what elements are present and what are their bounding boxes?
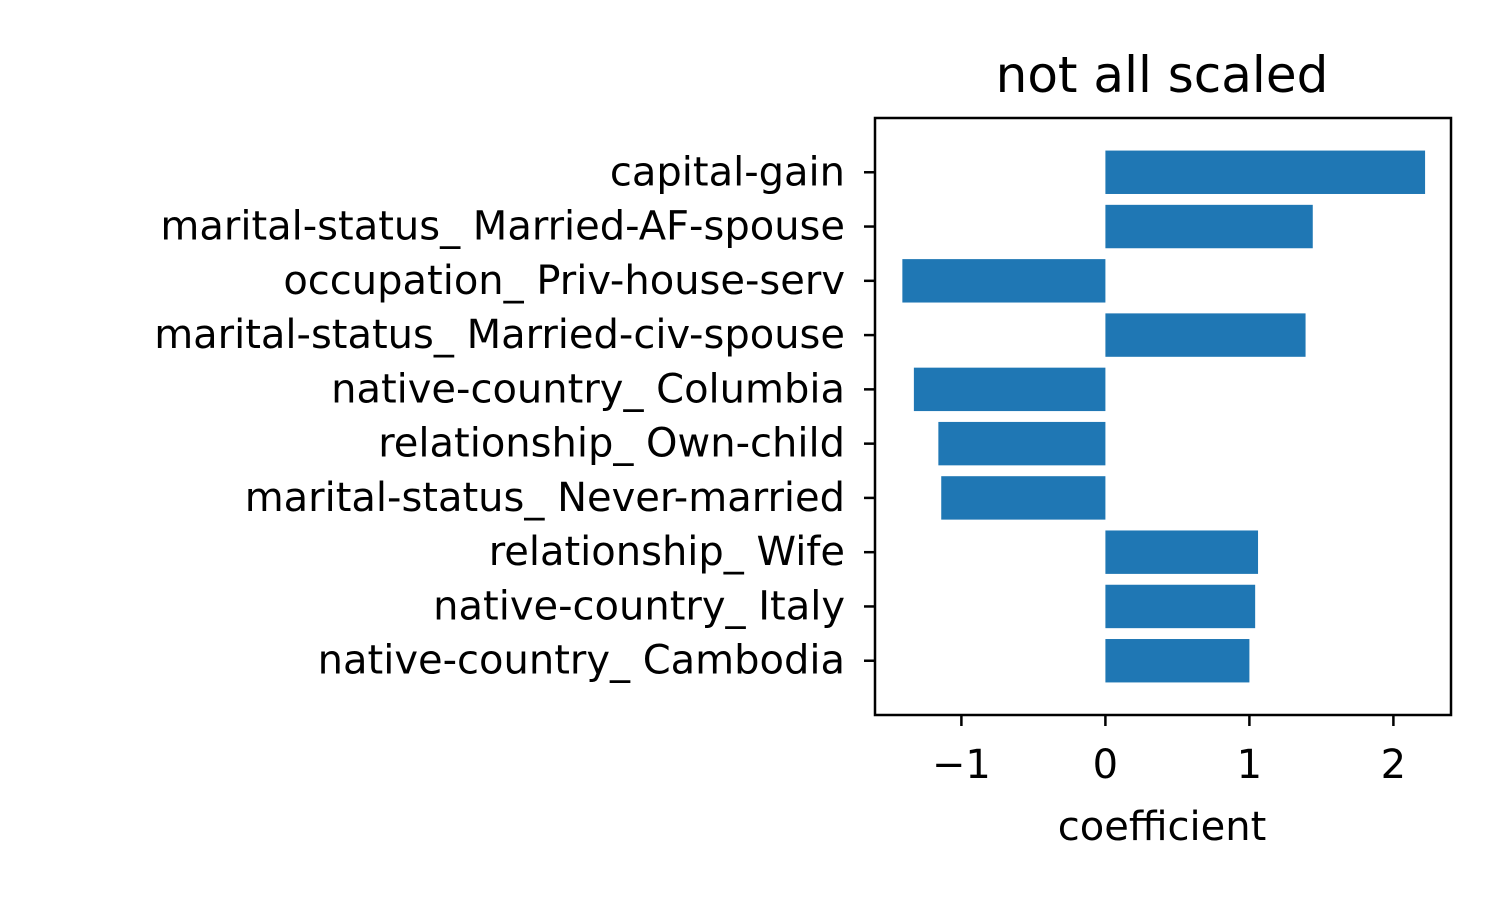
plot-frame bbox=[873, 116, 1453, 717]
bars-group bbox=[902, 150, 1426, 683]
bar bbox=[1105, 639, 1250, 683]
y-tick-label: occupation_ Priv-house-serv bbox=[283, 258, 845, 304]
y-tick-label: native-country_ Italy bbox=[433, 583, 845, 629]
y-tick-label: relationship_ Own-child bbox=[378, 421, 845, 467]
bar bbox=[1105, 150, 1426, 194]
chart-title: not all scaled bbox=[996, 46, 1329, 104]
y-tick-label: capital-gain bbox=[610, 149, 845, 195]
bar bbox=[1105, 530, 1259, 574]
x-tick-label: 1 bbox=[1237, 742, 1262, 788]
x-axis-label: coefficient bbox=[1058, 804, 1267, 850]
bar bbox=[1105, 313, 1306, 357]
x-axis: −1 0 1 2 bbox=[932, 715, 1406, 788]
bar bbox=[941, 476, 1106, 520]
y-tick-label: native-country_ Columbia bbox=[331, 366, 845, 412]
x-tick-label: 2 bbox=[1381, 742, 1406, 788]
bar bbox=[913, 367, 1106, 412]
x-tick-label: −1 bbox=[932, 742, 991, 788]
y-tick-label: marital-status_ Married-AF-spouse bbox=[160, 204, 845, 250]
y-axis: capital-gain marital-status_ Married-AF-s… bbox=[154, 149, 875, 684]
bar bbox=[938, 421, 1106, 466]
y-tick-label: relationship_ Wife bbox=[489, 529, 845, 575]
bar bbox=[1105, 584, 1256, 629]
bar bbox=[902, 259, 1106, 303]
x-tick-label: 0 bbox=[1093, 742, 1118, 788]
y-tick-label: native-country_ Cambodia bbox=[318, 638, 845, 684]
bar bbox=[1105, 204, 1313, 249]
y-tick-label: marital-status_ Married-civ-spouse bbox=[154, 312, 845, 358]
y-tick-label: marital-status_ Never-married bbox=[245, 475, 845, 521]
